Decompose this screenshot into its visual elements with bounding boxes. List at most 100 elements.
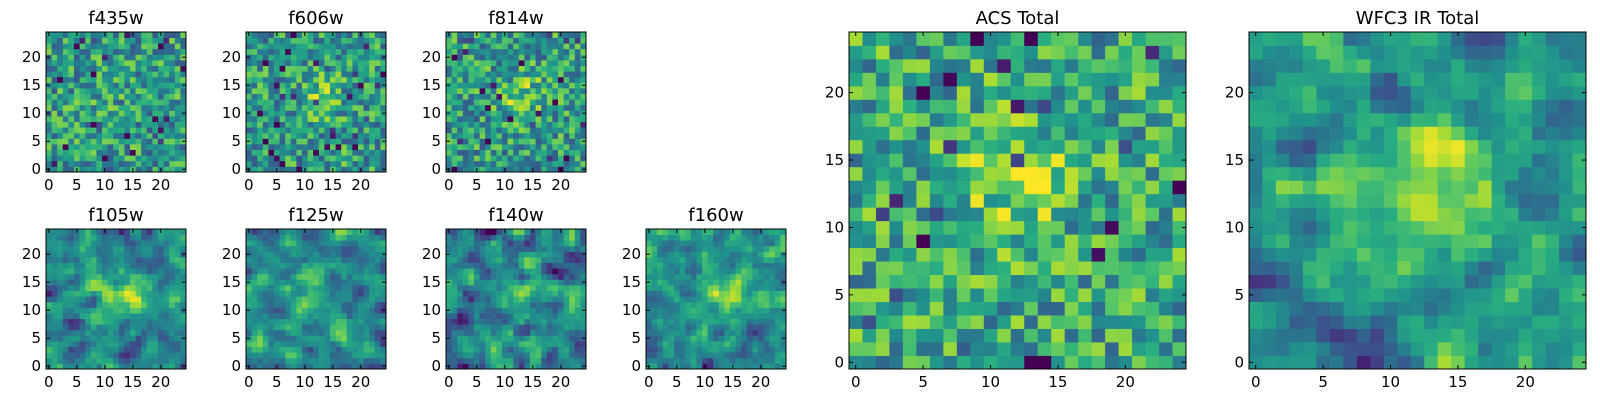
heatmap-cell [1051, 328, 1066, 343]
heatmap-cell [290, 273, 297, 280]
heatmap-cell [490, 229, 497, 235]
heatmap-cell [352, 285, 359, 291]
heatmap-cell [268, 144, 275, 150]
heatmap-cell [668, 307, 675, 314]
heatmap-cell [352, 346, 359, 353]
heatmap-cell [251, 99, 258, 106]
heatmap-cell [668, 296, 675, 303]
heatmap-cell [774, 329, 781, 336]
heatmap-cell [496, 229, 503, 235]
heatmap-cell [57, 307, 64, 314]
heatmap-cell [113, 144, 120, 150]
heatmap-cell [552, 363, 559, 370]
heatmap-cell [107, 240, 114, 247]
heatmap-cell [580, 341, 587, 347]
heatmap-cell [541, 273, 548, 280]
heatmap-cell [457, 110, 464, 117]
heatmap-cell [507, 318, 514, 325]
heatmap-cell [679, 329, 686, 336]
heatmap-cell [479, 32, 486, 38]
heatmap-cell [530, 234, 536, 241]
heatmap-cell [507, 60, 514, 66]
heatmap-cell [446, 116, 452, 122]
heatmap-cell [335, 99, 342, 106]
heatmap-cell [51, 48, 58, 55]
heatmap-cell [296, 60, 303, 66]
heatmap-cell [130, 257, 136, 263]
heatmap-cell [335, 296, 342, 303]
heatmap-cell [943, 261, 958, 276]
heatmap-cell [85, 166, 92, 173]
heatmap-cell [535, 262, 542, 269]
heatmap-cell [68, 313, 75, 319]
y-tick-label: 5 [31, 329, 41, 347]
heatmap-cell [335, 318, 342, 325]
heatmap-cell [130, 54, 136, 61]
heatmap-cell [916, 247, 931, 262]
heatmap-cell [290, 60, 297, 66]
heatmap-cell [970, 207, 985, 222]
heatmap-cell [90, 313, 97, 319]
heatmap-cell [468, 104, 475, 111]
heatmap-cell [51, 307, 58, 314]
heatmap-cell [324, 341, 331, 347]
heatmap-cell [530, 301, 536, 308]
heatmap-cell [462, 37, 469, 44]
heatmap-cell [474, 138, 480, 145]
heatmap-cell [1037, 342, 1052, 356]
heatmap-cell [513, 307, 520, 314]
heatmap-cell [124, 357, 131, 364]
heatmap-cell [296, 76, 303, 83]
heatmap-cell [163, 313, 170, 319]
heatmap-cell [90, 279, 97, 286]
heatmap-cell [96, 357, 103, 364]
heatmap-cell [457, 273, 464, 280]
heatmap-cell [457, 149, 464, 156]
heatmap-cell [646, 329, 652, 336]
heatmap-cell [496, 76, 503, 83]
heatmap-cell [479, 121, 486, 128]
heatmap-cell [462, 88, 469, 94]
heatmap-cell [57, 279, 64, 286]
heatmap-cell [457, 290, 464, 297]
heatmap-cell [569, 279, 576, 286]
heatmap-cell [752, 240, 759, 247]
heatmap-cell [518, 48, 525, 55]
heatmap-cell [1091, 274, 1106, 289]
heatmap-cell [983, 180, 998, 195]
heatmap-cell [118, 307, 125, 314]
heatmap-cell [574, 138, 581, 145]
heatmap-cell [970, 261, 985, 276]
heatmap-cell [646, 357, 652, 364]
heatmap-cell [113, 48, 120, 55]
heatmap-cell [730, 335, 736, 342]
heatmap-cell [496, 116, 503, 122]
heatmap-cell [68, 93, 75, 100]
heatmap-cell [62, 240, 69, 247]
heatmap-cell [135, 116, 142, 122]
heatmap-cell [363, 32, 370, 38]
heatmap-cell [180, 76, 187, 83]
heatmap-cell [507, 138, 514, 145]
heatmap-cell [341, 132, 348, 139]
heatmap-cell [335, 240, 342, 247]
heatmap-cell [307, 229, 314, 235]
heatmap-cell [735, 346, 742, 353]
heatmap-cell [163, 132, 170, 139]
heatmap-cell [490, 352, 497, 359]
heatmap-cell [496, 32, 503, 38]
heatmap-cell [496, 104, 503, 111]
heatmap-cell [457, 93, 464, 100]
heatmap-cell [496, 335, 503, 342]
heatmap-cell [462, 82, 469, 89]
heatmap-cell [1037, 274, 1052, 289]
heatmap-cell [369, 279, 376, 286]
heatmap-cell [496, 363, 503, 370]
heatmap-cell [518, 262, 525, 269]
heatmap-cell [541, 54, 548, 61]
heatmap-cell [296, 262, 303, 269]
heatmap-cell [90, 32, 97, 38]
heatmap-cell [118, 127, 125, 134]
heatmap-cell [479, 262, 486, 269]
heatmap-cell [246, 352, 252, 359]
